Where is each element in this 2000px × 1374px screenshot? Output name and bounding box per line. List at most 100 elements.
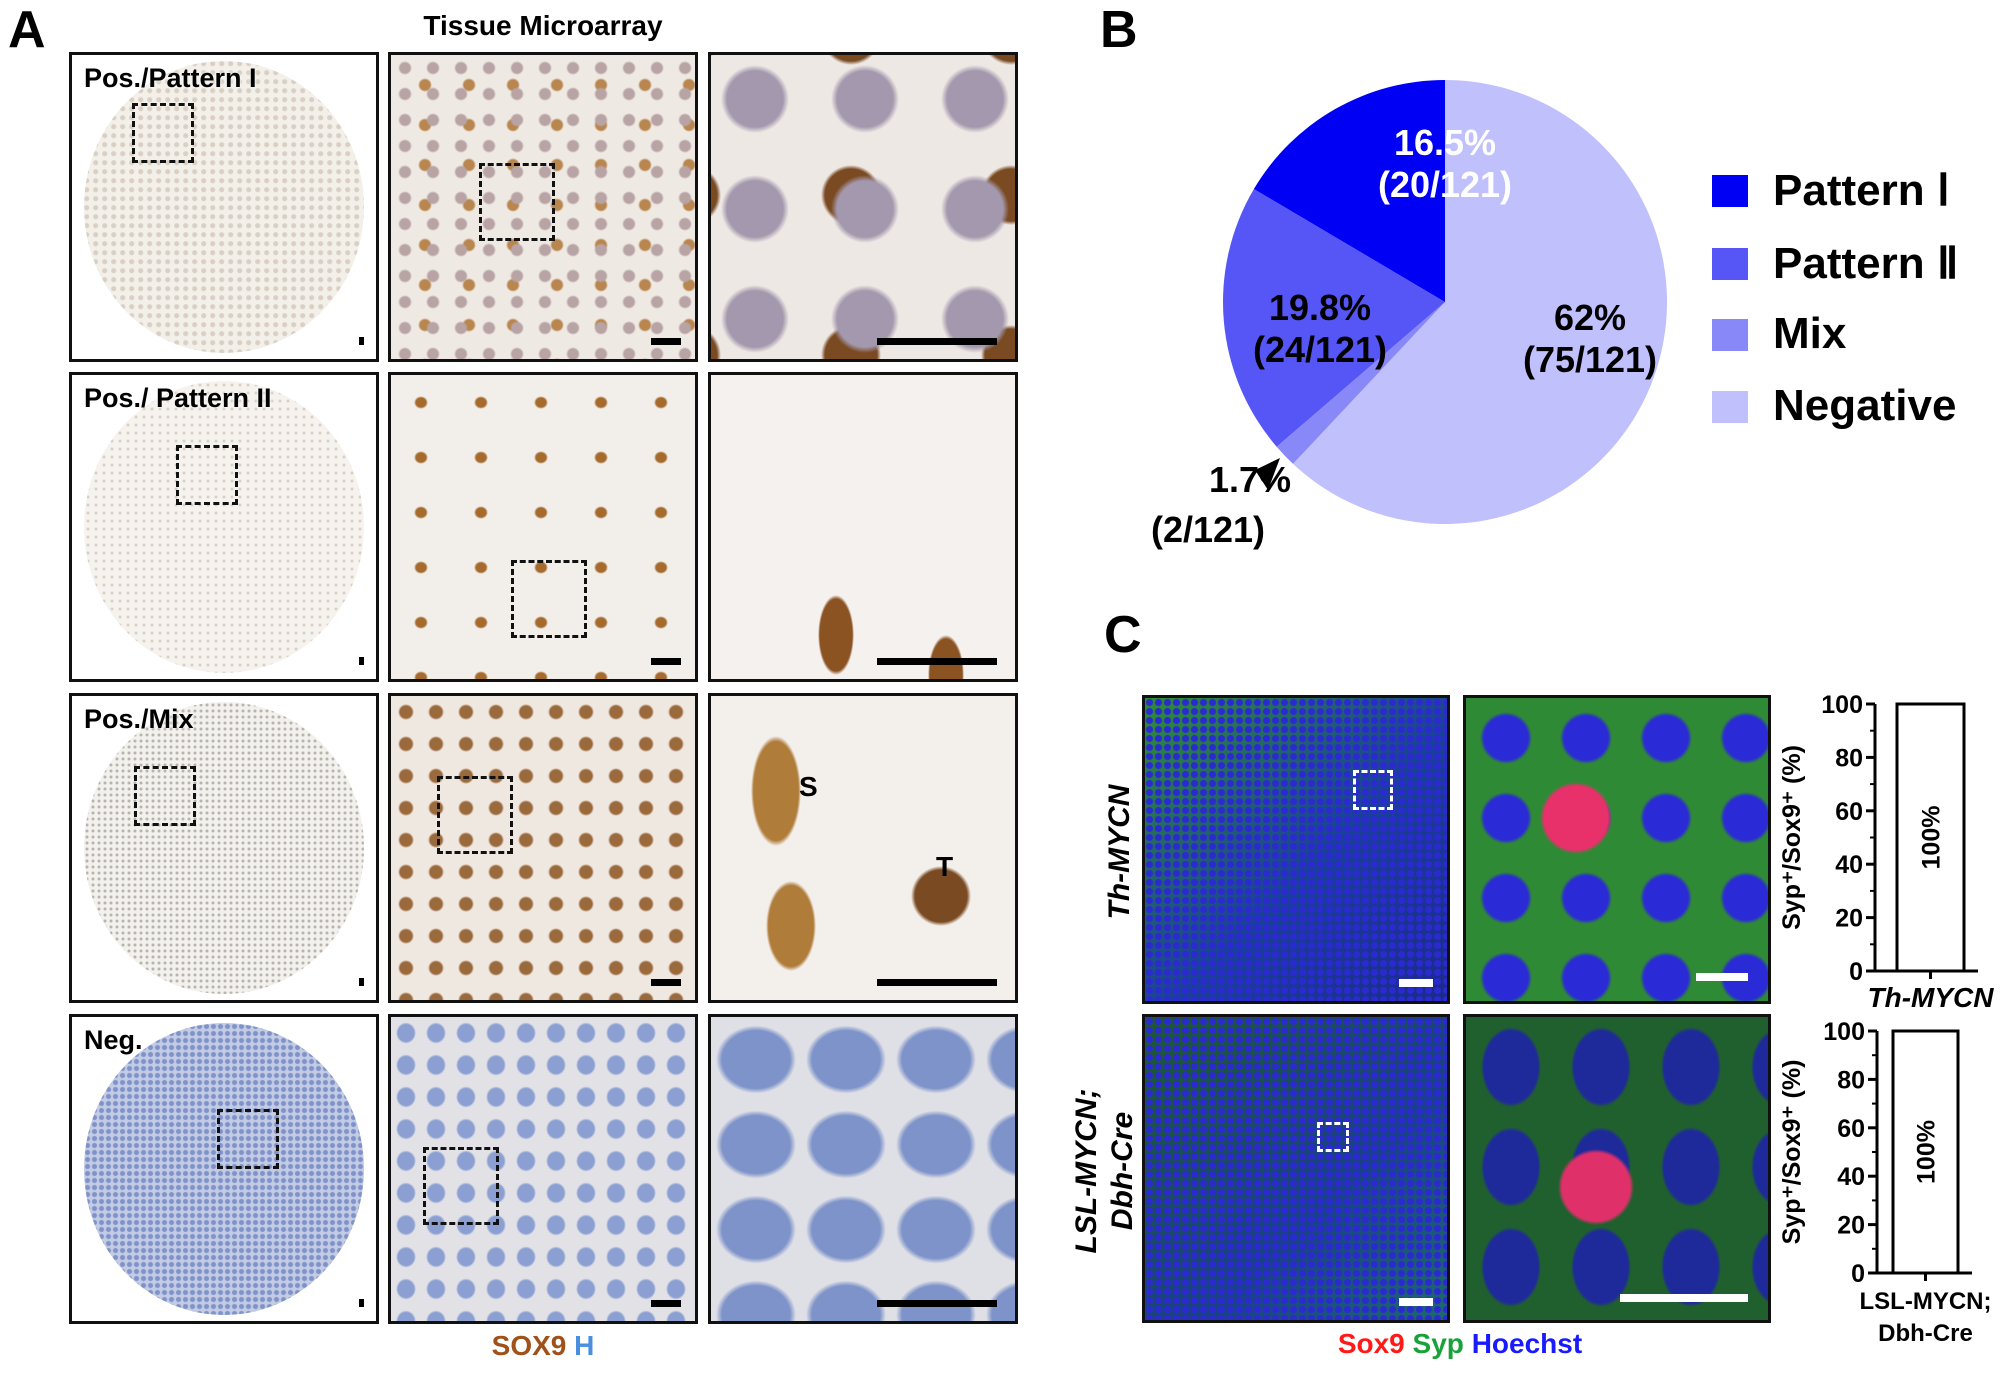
scale-bar — [651, 658, 681, 665]
legend-sox9: SOX9 — [491, 1330, 567, 1361]
slice-percent-label: 16.5% — [1394, 122, 1496, 163]
y-tick-label: 20 — [1835, 905, 1863, 933]
zoom-region-box — [1317, 1122, 1349, 1152]
bar-value-label: 100% — [1913, 1120, 1941, 1184]
y-tick-label: 0 — [1849, 958, 1863, 986]
y-tick-label: 0 — [1851, 1260, 1865, 1288]
legend-label: Negative — [1773, 381, 1957, 430]
bar — [1895, 702, 1966, 973]
if-zoom-image — [1463, 1014, 1771, 1323]
y-axis-label: Syp⁺/Sox9⁺ (%) — [1778, 745, 1806, 930]
x-category-label: Th-MYCN — [1868, 982, 1995, 1013]
pie-chart: 62%(75/121) 1.7% (2/121) 19.8%(24/121) 16.5%… — [1151, 80, 1667, 550]
scale-bar — [651, 1300, 681, 1307]
zoom-region-box — [511, 560, 587, 638]
cell-annotation-s: S — [799, 771, 818, 802]
slice-percent-label: 19.8% — [1269, 287, 1371, 328]
legend-swatch — [1712, 319, 1748, 351]
zoom-region-box — [176, 445, 238, 505]
scale-bar — [651, 338, 681, 345]
scale-bar — [359, 337, 364, 345]
tma-zoom-medium — [388, 52, 698, 362]
y-tick-label: 100 — [1821, 691, 1863, 719]
row-label-line2: Dbh-Cre — [1106, 1111, 1139, 1231]
panel-a-label: A — [8, 1, 46, 59]
zoom-region-box — [132, 103, 194, 163]
scale-bar — [359, 978, 364, 986]
legend-hoechst: Hoechst — [1471, 1328, 1583, 1359]
scale-bar — [1399, 1298, 1433, 1306]
if-overview-image — [1142, 695, 1450, 1004]
tma-zoom-high — [708, 52, 1018, 362]
scale-bar — [359, 657, 364, 665]
if-overview-image — [1142, 1014, 1450, 1323]
x-category-label: Dbh-Cre — [1878, 1320, 1973, 1347]
y-tick-label: 80 — [1835, 744, 1863, 772]
legend-label: Pattern Ⅰ — [1773, 166, 1950, 215]
stain-legend-a: SOX9 H — [388, 1330, 698, 1362]
panel-b-label: B — [1100, 1, 1138, 59]
panel-a-title: Tissue Microarray — [423, 10, 663, 41]
tma-core-overview: Neg. — [69, 1014, 379, 1324]
pie-slice-2 — [1223, 188, 1445, 447]
tissue-core — [84, 1023, 364, 1315]
scale-bar — [877, 1300, 997, 1307]
zoom-region-box — [479, 163, 555, 241]
tma-core-overview: Pos./ Pattern II — [69, 372, 379, 682]
y-tick-label: 40 — [1837, 1163, 1865, 1191]
scale-bar — [877, 658, 997, 665]
slice-count-label: (2/121) — [1151, 509, 1265, 550]
y-tick-label: 20 — [1837, 1212, 1865, 1240]
legend-swatch — [1712, 248, 1748, 280]
scale-bar — [1620, 1294, 1748, 1302]
bar-value-label: 100% — [1918, 806, 1946, 870]
slice-percent-label: 1.7% — [1209, 459, 1291, 500]
scale-bar — [359, 1299, 364, 1307]
legend-swatch — [1712, 391, 1748, 423]
bar — [1891, 1029, 1960, 1275]
zoom-region-box — [437, 776, 513, 854]
slice-percent-label: 62% — [1554, 297, 1626, 338]
scale-bar — [1399, 979, 1433, 987]
pie-slice-1 — [1276, 302, 1445, 464]
y-tick-label: 40 — [1835, 851, 1863, 879]
legend-swatch — [1712, 175, 1748, 207]
tma-zoom-high — [708, 372, 1018, 682]
zoom-region-box — [423, 1147, 499, 1225]
tma-zoom-medium — [388, 1014, 698, 1324]
y-tick-label: 60 — [1835, 798, 1863, 826]
scale-bar — [877, 338, 997, 345]
tma-zoom-medium — [388, 372, 698, 682]
row-label-line1: LSL-MYCN; — [1070, 1088, 1103, 1254]
tissue-core — [84, 61, 364, 353]
row-label: Pos./Pattern I — [84, 63, 257, 93]
pie-slice-3 — [1253, 80, 1445, 302]
legend-sox9: Sox9 — [1337, 1328, 1405, 1359]
x-category-label: LSL-MYCN; — [1860, 1288, 1992, 1315]
tma-core-overview: Pos./Pattern I — [69, 52, 379, 362]
y-tick-label: 80 — [1837, 1066, 1865, 1094]
y-tick-label: 60 — [1837, 1115, 1865, 1143]
legend-h: H — [574, 1330, 595, 1361]
legend-label: Mix — [1773, 309, 1847, 358]
zoom-region-box — [217, 1109, 279, 1169]
cell-annotation-t: T — [936, 851, 954, 882]
scale-bar — [1696, 973, 1748, 981]
zoom-region-box — [134, 766, 196, 826]
row-label: Pos./Mix — [84, 704, 194, 734]
panel-c-label: C — [1104, 606, 1142, 664]
slice-count-label: (75/121) — [1523, 339, 1657, 380]
tissue-core — [84, 702, 364, 994]
scale-bar — [651, 979, 681, 986]
stain-legend-c: Sox9 Syp Hoechst — [1290, 1328, 1630, 1360]
tissue-core — [84, 381, 364, 673]
y-axis-label: Syp⁺/Sox9⁺ (%) — [1778, 1060, 1806, 1245]
slice-count-label: (24/121) — [1253, 329, 1387, 370]
tma-core-overview: Pos./Mix — [69, 693, 379, 1003]
legend-syp: Syp — [1412, 1328, 1464, 1359]
scale-bar — [877, 979, 997, 986]
if-zoom-image — [1463, 695, 1771, 1004]
y-tick-label: 100 — [1823, 1018, 1865, 1046]
row-label: Pos./ Pattern II — [84, 383, 272, 413]
